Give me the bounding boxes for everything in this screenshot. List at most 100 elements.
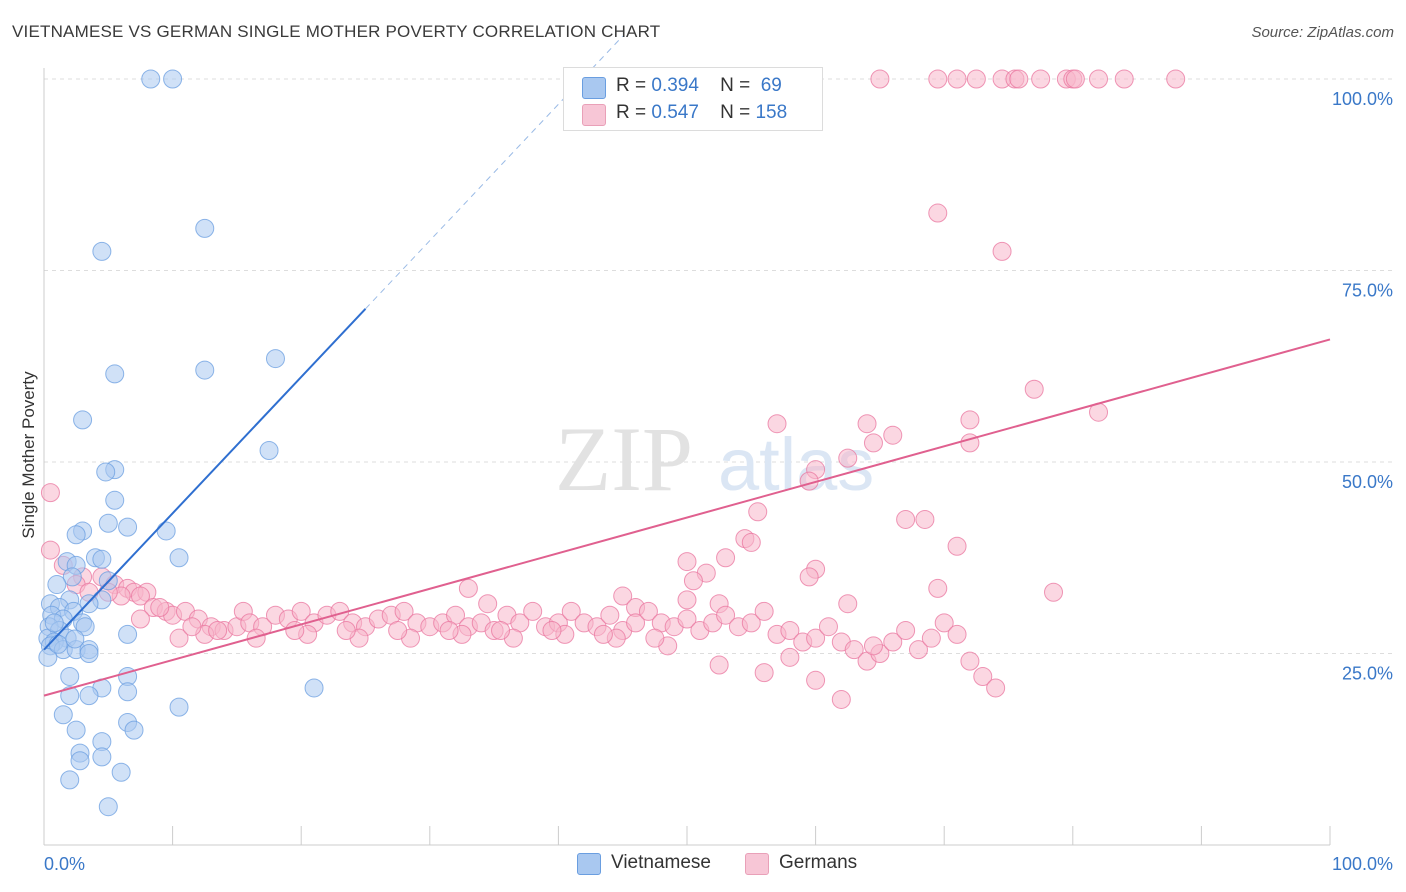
r-label: R = — [616, 102, 647, 123]
point-germans — [992, 241, 1012, 261]
legend-swatch-vietnamese — [582, 77, 606, 99]
point-vietnamese — [96, 462, 116, 482]
n-value: 69 — [760, 75, 782, 96]
point-germans — [677, 590, 697, 610]
point-germans — [870, 69, 890, 89]
series-vietnamese — [38, 69, 324, 817]
watermark: ZIP atlas — [555, 408, 874, 510]
point-germans — [683, 571, 703, 591]
point-germans — [285, 621, 305, 641]
point-germans — [748, 502, 768, 522]
point-vietnamese — [65, 629, 85, 649]
point-vietnamese — [169, 548, 189, 568]
legend-text-vietnamese: R = 0.394 N = 69 — [616, 75, 782, 97]
point-germans — [491, 621, 511, 641]
point-germans — [986, 678, 1006, 698]
x-tick-label-start: 0.0% — [44, 854, 85, 874]
point-vietnamese — [98, 513, 118, 533]
point-germans — [754, 601, 774, 621]
point-germans — [130, 609, 150, 629]
point-germans — [709, 655, 729, 675]
point-germans — [908, 640, 928, 660]
point-germans — [677, 552, 697, 572]
point-germans — [767, 414, 787, 434]
watermark-zip: ZIP — [555, 408, 693, 510]
point-germans — [1031, 69, 1051, 89]
point-vietnamese — [60, 686, 80, 706]
point-germans — [947, 69, 967, 89]
point-germans — [600, 605, 620, 625]
r-value: 0.547 — [651, 102, 699, 123]
point-germans — [716, 548, 736, 568]
point-vietnamese — [38, 647, 58, 667]
point-germans — [716, 605, 736, 625]
point-vietnamese — [98, 797, 118, 817]
point-germans — [208, 621, 228, 641]
point-vietnamese — [75, 617, 95, 637]
point-germans — [561, 601, 581, 621]
n-label: N = — [720, 102, 751, 123]
point-germans — [921, 628, 941, 648]
point-germans — [799, 567, 819, 587]
point-germans — [947, 536, 967, 556]
point-germans — [182, 617, 202, 637]
n-value: 158 — [755, 102, 788, 123]
point-germans — [896, 509, 916, 529]
r-value: 0.394 — [651, 75, 699, 96]
point-germans — [677, 609, 697, 629]
point-germans — [626, 613, 646, 633]
point-germans — [439, 621, 459, 641]
point-vietnamese — [124, 720, 144, 740]
point-germans — [831, 689, 851, 709]
point-germans — [806, 628, 826, 648]
point-germans — [645, 628, 665, 648]
point-vietnamese — [66, 525, 86, 545]
point-vietnamese — [79, 594, 99, 614]
grid-lines — [44, 78, 1395, 654]
bottom-legend-label-germans: Germans — [779, 852, 858, 873]
point-germans — [741, 613, 761, 633]
r-label: R = — [616, 75, 647, 96]
point-germans — [928, 578, 948, 598]
point-vietnamese — [92, 241, 112, 261]
point-germans — [1065, 69, 1085, 89]
point-germans — [844, 640, 864, 660]
point-germans — [246, 628, 266, 648]
point-germans — [1009, 69, 1029, 89]
point-germans — [883, 425, 903, 445]
point-germans — [915, 509, 935, 529]
point-germans — [947, 624, 967, 644]
source-label: Source: ZipAtlas.com — [1251, 24, 1394, 41]
point-vietnamese — [105, 490, 125, 510]
legend-text-germans: R = 0.547 N = 158 — [616, 102, 787, 124]
point-vietnamese — [53, 705, 73, 725]
point-vietnamese — [73, 410, 93, 430]
tick-labels: 25.0% 50.0% 75.0% 100.0% 0.0% 100.0% — [44, 89, 1393, 874]
point-germans — [613, 586, 633, 606]
point-vietnamese — [92, 747, 112, 767]
point-germans — [960, 410, 980, 430]
point-germans — [934, 613, 954, 633]
point-vietnamese — [111, 762, 131, 782]
point-germans — [896, 621, 916, 641]
y-tick-label: 50.0% — [1342, 472, 1393, 492]
point-vietnamese — [47, 575, 67, 595]
n-label: N = — [720, 75, 751, 96]
point-vietnamese — [304, 678, 324, 698]
bottom-legend-label-vietnamese: Vietnamese — [611, 852, 711, 873]
point-germans — [1166, 69, 1186, 89]
point-vietnamese — [62, 567, 82, 587]
y-axis-label: Single Mother Poverty — [19, 371, 38, 539]
point-germans — [1089, 69, 1109, 89]
trend-line-vietnamese — [43, 308, 367, 651]
point-germans — [1044, 582, 1064, 602]
trend-line-germans — [43, 338, 1331, 697]
point-germans — [754, 663, 774, 683]
point-germans — [638, 601, 658, 621]
data-points — [38, 69, 1186, 817]
point-vietnamese — [141, 69, 161, 89]
point-vietnamese — [79, 644, 99, 663]
point-germans — [388, 621, 408, 641]
point-germans — [40, 540, 60, 560]
x-tick-label-end: 100.0% — [1332, 854, 1393, 874]
